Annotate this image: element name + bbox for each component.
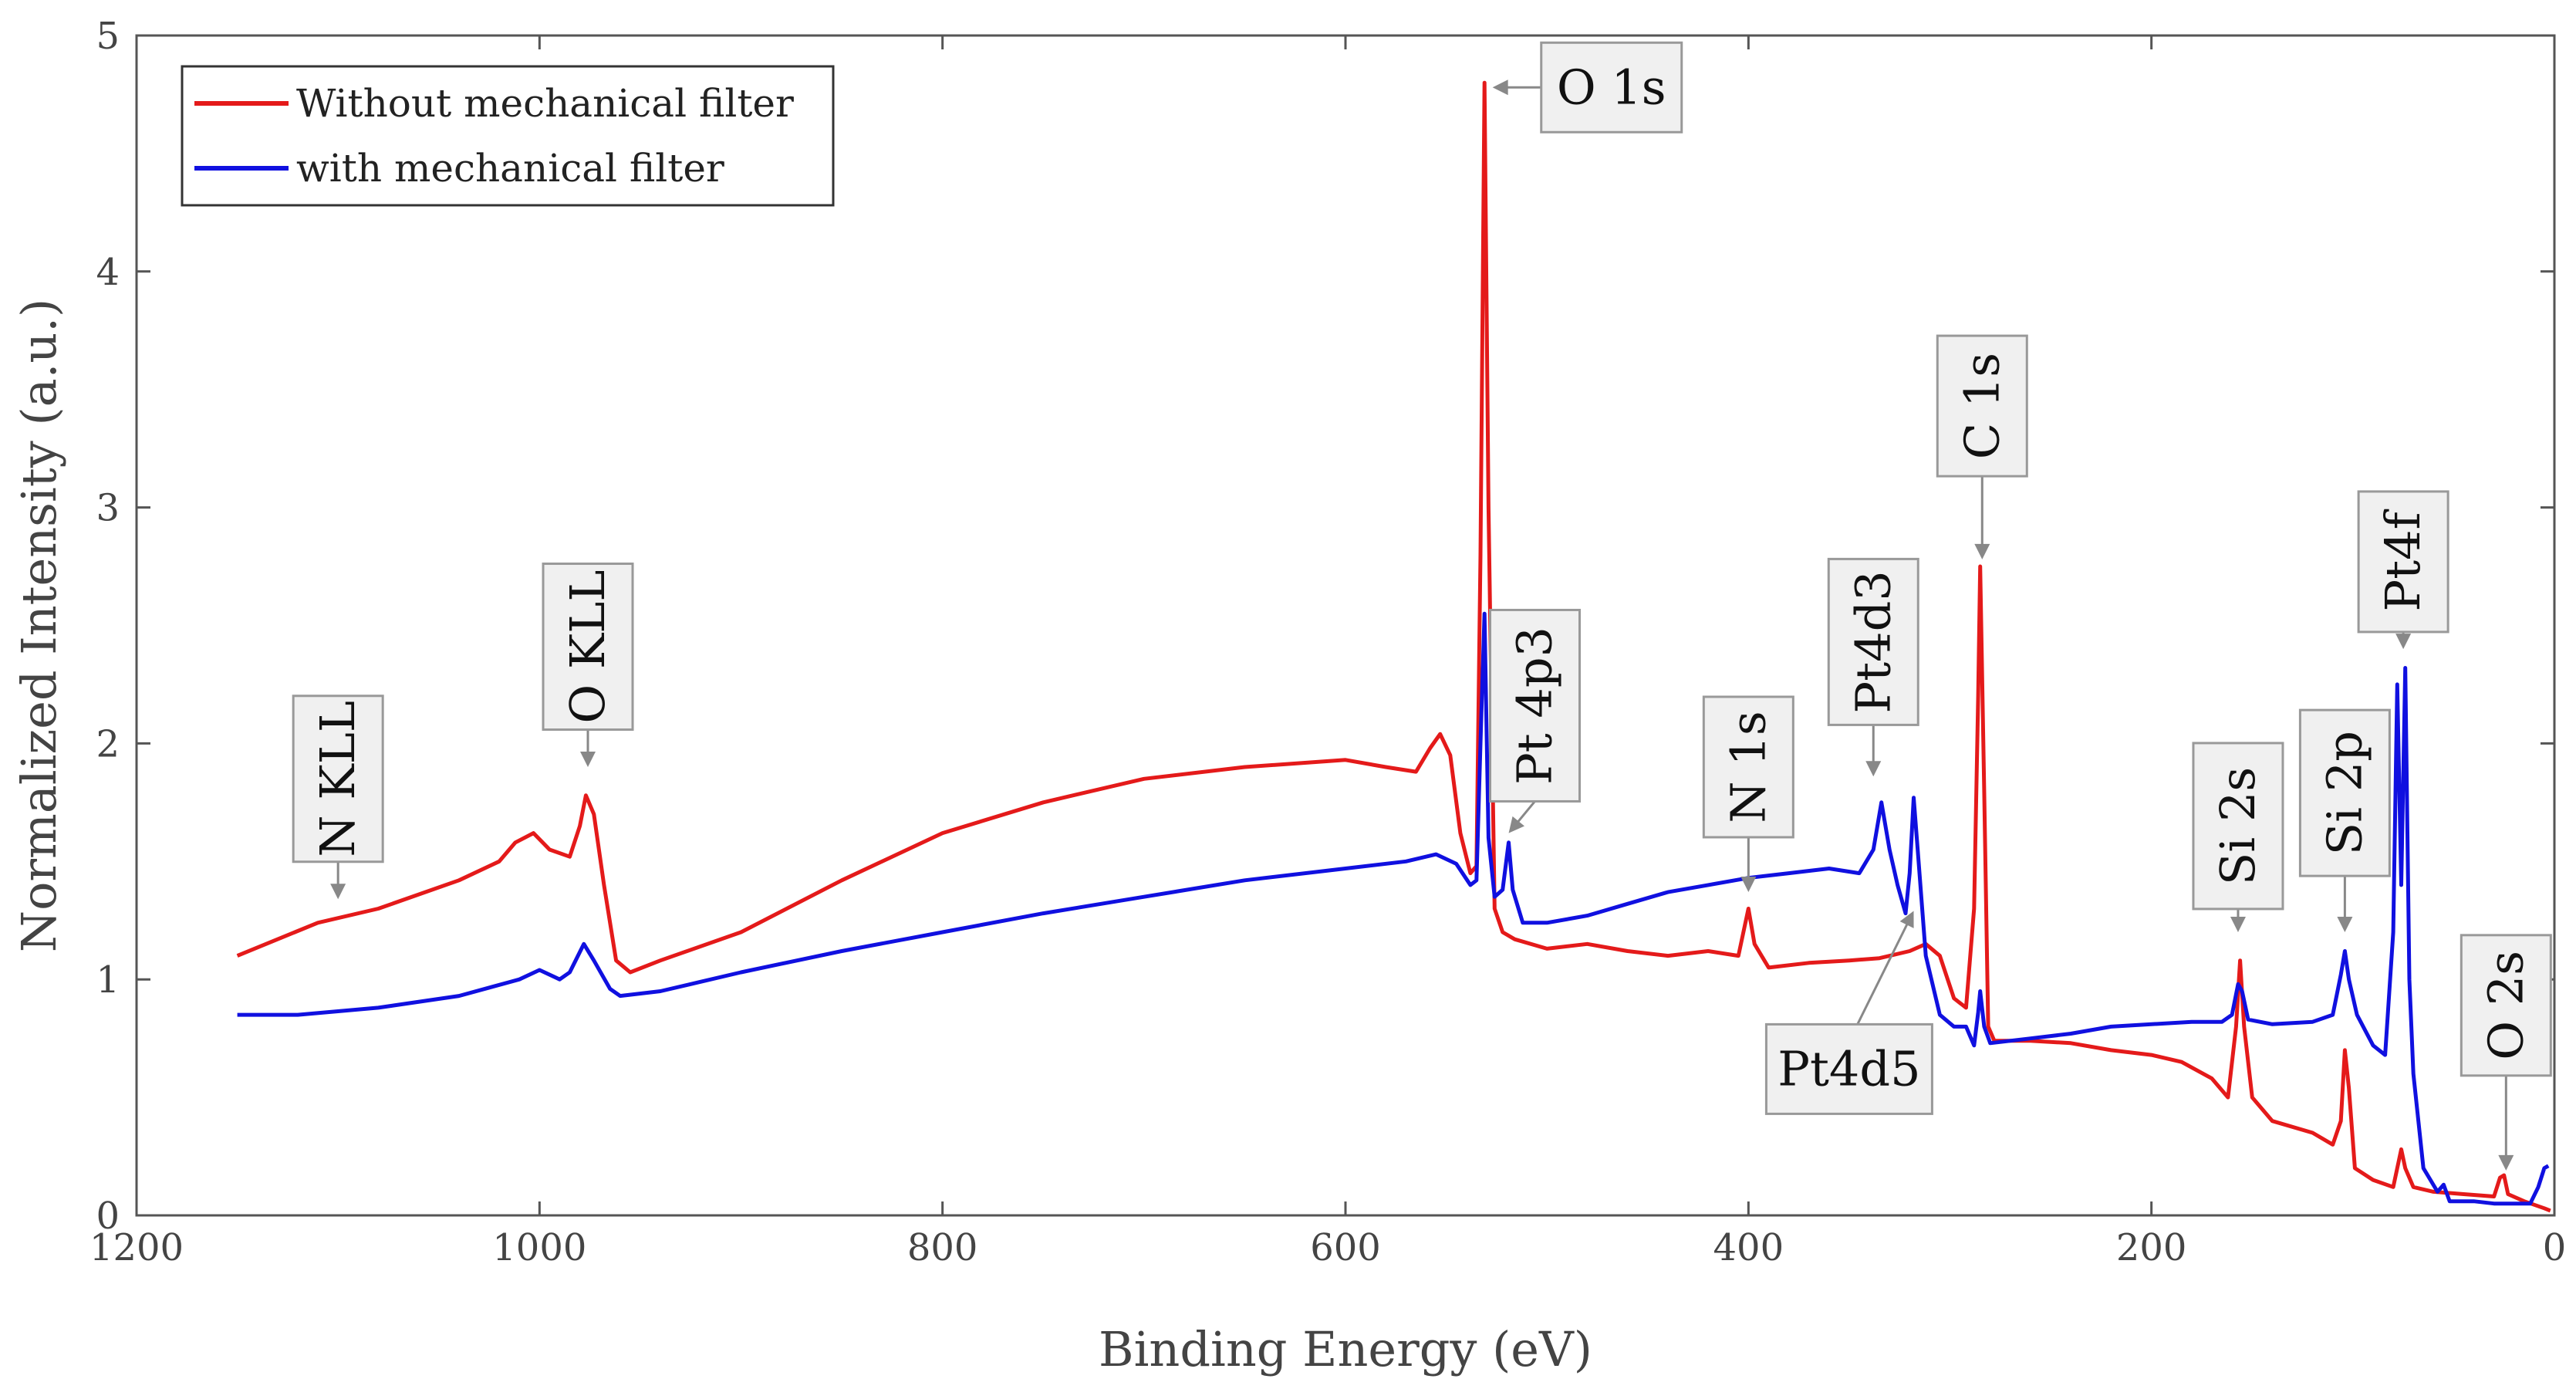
annotation-label: Pt4d3 [1845, 570, 1901, 713]
annotation-arrowhead [1508, 816, 1524, 833]
x-tick-label: 600 [1310, 1226, 1381, 1269]
x-tick-label: 1200 [89, 1226, 184, 1269]
y-tick-label: 0 [96, 1195, 120, 1238]
y-tick-label: 4 [96, 251, 120, 294]
legend-label: with mechanical filter [296, 146, 724, 191]
annotation-arrowhead [1974, 543, 1990, 559]
annotation-box [1827, 557, 1919, 726]
annotation-label: O 2s [2477, 951, 2534, 1060]
annotation-arrowhead [2395, 634, 2412, 650]
annotation-label: Pt4d5 [1778, 1040, 1920, 1097]
x-axis-title: Binding Energy (eV) [1099, 1321, 1592, 1377]
annotation-arrowhead [1865, 761, 1882, 777]
annotation-box [292, 694, 384, 863]
annotation-arrowhead [580, 751, 596, 767]
y-tick-label: 5 [96, 15, 120, 58]
series-line-without-filter [236, 80, 2551, 1213]
x-tick-label: 1000 [492, 1226, 586, 1269]
legend: Without mechanical filter with mechanical… [181, 65, 835, 207]
annotation-box [1936, 334, 2028, 478]
x-tick-label: 200 [2116, 1226, 2187, 1269]
annotation-arrow [1856, 922, 1909, 1026]
annotation-label: Pt4f [2375, 509, 2431, 611]
annotation-arrowhead [2498, 1154, 2514, 1171]
annotation-label: N KLL [309, 701, 366, 857]
annotation-box [2460, 934, 2552, 1077]
legend-label: Without mechanical filter [296, 81, 794, 126]
annotation-box [2357, 490, 2449, 634]
annotation-arrowhead [1492, 79, 1508, 96]
series-layer [236, 80, 2551, 1213]
annotation-box [2192, 742, 2284, 911]
annotation-arrowhead [1740, 877, 1757, 893]
annotation-box [1764, 1022, 1933, 1115]
annotation-label: N 1s [1720, 711, 1776, 823]
tick-labels: 1200 1000 800 600 400 200 0 0 1 2 3 4 5 [89, 15, 2566, 1269]
annotation-label: Si 2p [2316, 731, 2372, 855]
annotation-box [2298, 708, 2391, 877]
y-tick-label: 1 [96, 958, 120, 1002]
annotation-arrowhead [330, 884, 346, 900]
legend-box [181, 65, 835, 207]
x-tick-label: 0 [2543, 1226, 2567, 1269]
annotation-arrow [1516, 800, 1536, 823]
y-axis-title: Normalized Intensity (a.u.) [11, 299, 67, 952]
annotation-arrowhead [2337, 917, 2353, 933]
annotation-label: O 1s [1557, 59, 1666, 115]
annotation-box [1540, 41, 1683, 133]
annotation-box [1702, 695, 1794, 839]
y-tick-label: 3 [96, 487, 120, 530]
annotation-label: C 1s [1953, 353, 2010, 459]
y-tick-label: 2 [96, 722, 120, 765]
annotation-label: Pt 4p3 [1506, 627, 1562, 785]
x-tick-label: 800 [907, 1226, 978, 1269]
plot-frame [135, 34, 2556, 1217]
annotation-label: Si 2s [2210, 767, 2266, 885]
annotation-arrowhead [2230, 917, 2246, 933]
x-tick-label: 400 [1713, 1226, 1784, 1269]
series-line-with-filter [237, 611, 2550, 1206]
annotation-box [1488, 608, 1581, 803]
annotation-arrowhead [1899, 911, 1914, 928]
annotation-label: O KLL [559, 569, 616, 723]
annotation-box [542, 563, 634, 732]
annotations: O 1s N KLL O KLL Pt 4p3 N 1s Pt4d3 C 1s Si 2s Si… [292, 41, 2552, 1171]
